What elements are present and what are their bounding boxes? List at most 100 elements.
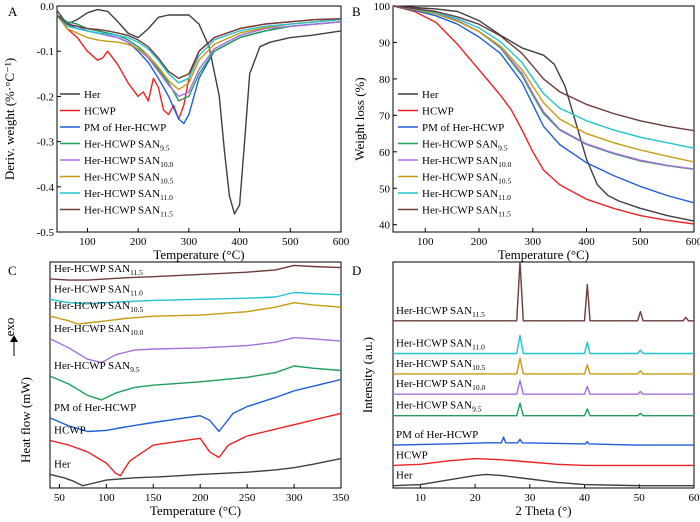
series-line-san105 bbox=[49, 302, 342, 325]
series-line-san110 bbox=[56, 14, 342, 84]
x-tick-label: 50 bbox=[634, 492, 646, 504]
curve-label: Her-HCWP SAN10.5 bbox=[396, 358, 485, 372]
panel-letter: A bbox=[8, 4, 18, 19]
panel-a: A 100 200 300 400 500 600 0.0 -0.1 -0.2 -0.3 -0.4 -0… bbox=[2, 1, 350, 262]
y-tick-label: -0.4 bbox=[37, 182, 55, 194]
x-axis-label: Temperature (°C) bbox=[150, 503, 241, 518]
y-axis-label: Intensity (a.u.) bbox=[360, 337, 375, 413]
legend-label: Her bbox=[84, 89, 101, 101]
x-axis-label: Temperature (°C) bbox=[153, 247, 244, 262]
y-tick-label: 40 bbox=[379, 220, 391, 232]
series-line-pm bbox=[392, 436, 694, 446]
x-tick-label: 40 bbox=[579, 492, 591, 504]
y-tick-label: 60 bbox=[379, 147, 391, 159]
series-line-hcwp bbox=[392, 5, 695, 225]
series-line-pm bbox=[392, 5, 695, 204]
curve-label: PM of Her-HCWP bbox=[54, 402, 136, 414]
y-axis-label: Weight loss (%) bbox=[352, 77, 367, 160]
x-tick-label: 350 bbox=[333, 492, 350, 504]
legend-label: Her-HCWP SAN9.5 bbox=[422, 139, 508, 153]
series-line-hcwp bbox=[392, 457, 694, 467]
panel-letter: C bbox=[8, 263, 17, 278]
series-line-san110 bbox=[49, 291, 342, 305]
curve-label: Her-HCWP SAN9.5 bbox=[396, 400, 482, 414]
x-tick-label: 400 bbox=[231, 236, 248, 248]
y-tick-label: 50 bbox=[379, 183, 391, 195]
x-tick-label: 200 bbox=[130, 236, 147, 248]
series-line-hcwp bbox=[56, 14, 341, 120]
series-line-san115 bbox=[49, 264, 342, 281]
x-tick-label: 600 bbox=[686, 236, 700, 248]
x-tick-label: 300 bbox=[525, 236, 542, 248]
curve-label: HCWP bbox=[54, 425, 86, 437]
x-tick-label: 600 bbox=[333, 236, 350, 248]
legend-label: Her-HCWP SAN10.0 bbox=[84, 155, 173, 169]
curve-label: Her-HCWP SAN11.0 bbox=[54, 283, 143, 297]
x-tick-label: 50 bbox=[54, 492, 66, 504]
legend-label: Her-HCWP SAN11.5 bbox=[84, 205, 173, 219]
legend-label: Her-HCWP SAN10.5 bbox=[422, 172, 511, 186]
series-line-san115 bbox=[393, 261, 694, 322]
legend-label: Her-HCWP SAN11.0 bbox=[84, 188, 173, 202]
legend-label: Her-HCWP SAN11.5 bbox=[422, 205, 511, 219]
plot-frame bbox=[49, 261, 342, 489]
series-line-san115 bbox=[392, 5, 695, 132]
curve-label: Her-HCWP SAN11.5 bbox=[396, 305, 485, 319]
legend-label: Her-HCWP SAN11.0 bbox=[422, 188, 511, 202]
y-tick-label: 70 bbox=[379, 110, 391, 122]
plot-frame bbox=[392, 5, 695, 233]
legend-label: Her bbox=[422, 89, 439, 101]
legend-label: PM of Her-HCWP bbox=[422, 122, 504, 134]
series-line-san95 bbox=[56, 14, 342, 102]
series-line-pm bbox=[49, 378, 342, 433]
y-tick-label: 0.0 bbox=[40, 1, 54, 13]
series-line-her bbox=[56, 8, 342, 215]
curve-label: Her-HCWP SAN10.0 bbox=[396, 378, 485, 392]
x-tick-label: 100 bbox=[98, 492, 115, 504]
curve-label: Her bbox=[54, 458, 71, 470]
series-line-san105 bbox=[392, 5, 695, 163]
legend-label: HCWP bbox=[84, 106, 116, 118]
legend-label: Her-HCWP SAN10.5 bbox=[84, 172, 173, 186]
x-tick-label: 200 bbox=[471, 236, 488, 248]
curve-label: HCWP bbox=[396, 449, 428, 461]
x-tick-label: 400 bbox=[578, 236, 595, 248]
x-tick-label: 300 bbox=[286, 492, 303, 504]
curve-label: Her-HCWP SAN10.0 bbox=[54, 323, 143, 337]
plot-frame bbox=[56, 5, 342, 233]
x-tick-label: 500 bbox=[282, 236, 299, 248]
x-tick-label: 500 bbox=[632, 236, 649, 248]
y-tick-label: -0.2 bbox=[37, 91, 54, 103]
x-tick-label: 300 bbox=[181, 236, 198, 248]
y-tick-label: -0.5 bbox=[37, 227, 55, 239]
legend-label: Her-HCWP SAN10.0 bbox=[422, 155, 511, 169]
curve-label: Her-HCWP SAN11.5 bbox=[54, 263, 143, 277]
series-line-san110 bbox=[393, 334, 694, 355]
x-axis-label: 2 Theta (°) bbox=[515, 503, 571, 518]
x-tick-label: 250 bbox=[239, 492, 256, 504]
curve-label: Her bbox=[396, 470, 413, 482]
series-line-san105 bbox=[393, 357, 694, 375]
y-tick-label: -0.3 bbox=[37, 137, 55, 149]
series-line-san110 bbox=[392, 5, 695, 149]
curve-label: Her-HCWP SAN11.0 bbox=[396, 338, 485, 352]
curve-label: Her-HCWP SAN10.5 bbox=[54, 300, 143, 314]
series-line-her bbox=[392, 5, 695, 222]
series-line-san105 bbox=[56, 14, 342, 91]
series-line-san95 bbox=[49, 365, 342, 401]
x-tick-label: 200 bbox=[192, 492, 209, 504]
x-tick-label: 100 bbox=[79, 236, 96, 248]
x-tick-label: 60 bbox=[689, 492, 700, 504]
x-tick-label: 30 bbox=[524, 492, 536, 504]
panel-b: B 100 200 300 400 500 600 40 50 60 70 80 90 100 Temper… bbox=[352, 1, 700, 262]
panel-letter: B bbox=[352, 4, 361, 19]
panel-d: D 10 20 30 40 50 60 2 Theta (°) Her-HCWP SAN11.5… bbox=[352, 261, 700, 518]
series-line-her bbox=[49, 457, 342, 487]
y-axis-label: Deriv. weight (%·°C⁻¹) bbox=[2, 58, 17, 180]
x-tick-label: 20 bbox=[470, 492, 482, 504]
y-tick-label: 90 bbox=[379, 37, 391, 49]
y-tick-label: 100 bbox=[374, 1, 391, 13]
y-tick-label: -0.1 bbox=[37, 46, 54, 58]
series-line-san100 bbox=[393, 379, 694, 395]
